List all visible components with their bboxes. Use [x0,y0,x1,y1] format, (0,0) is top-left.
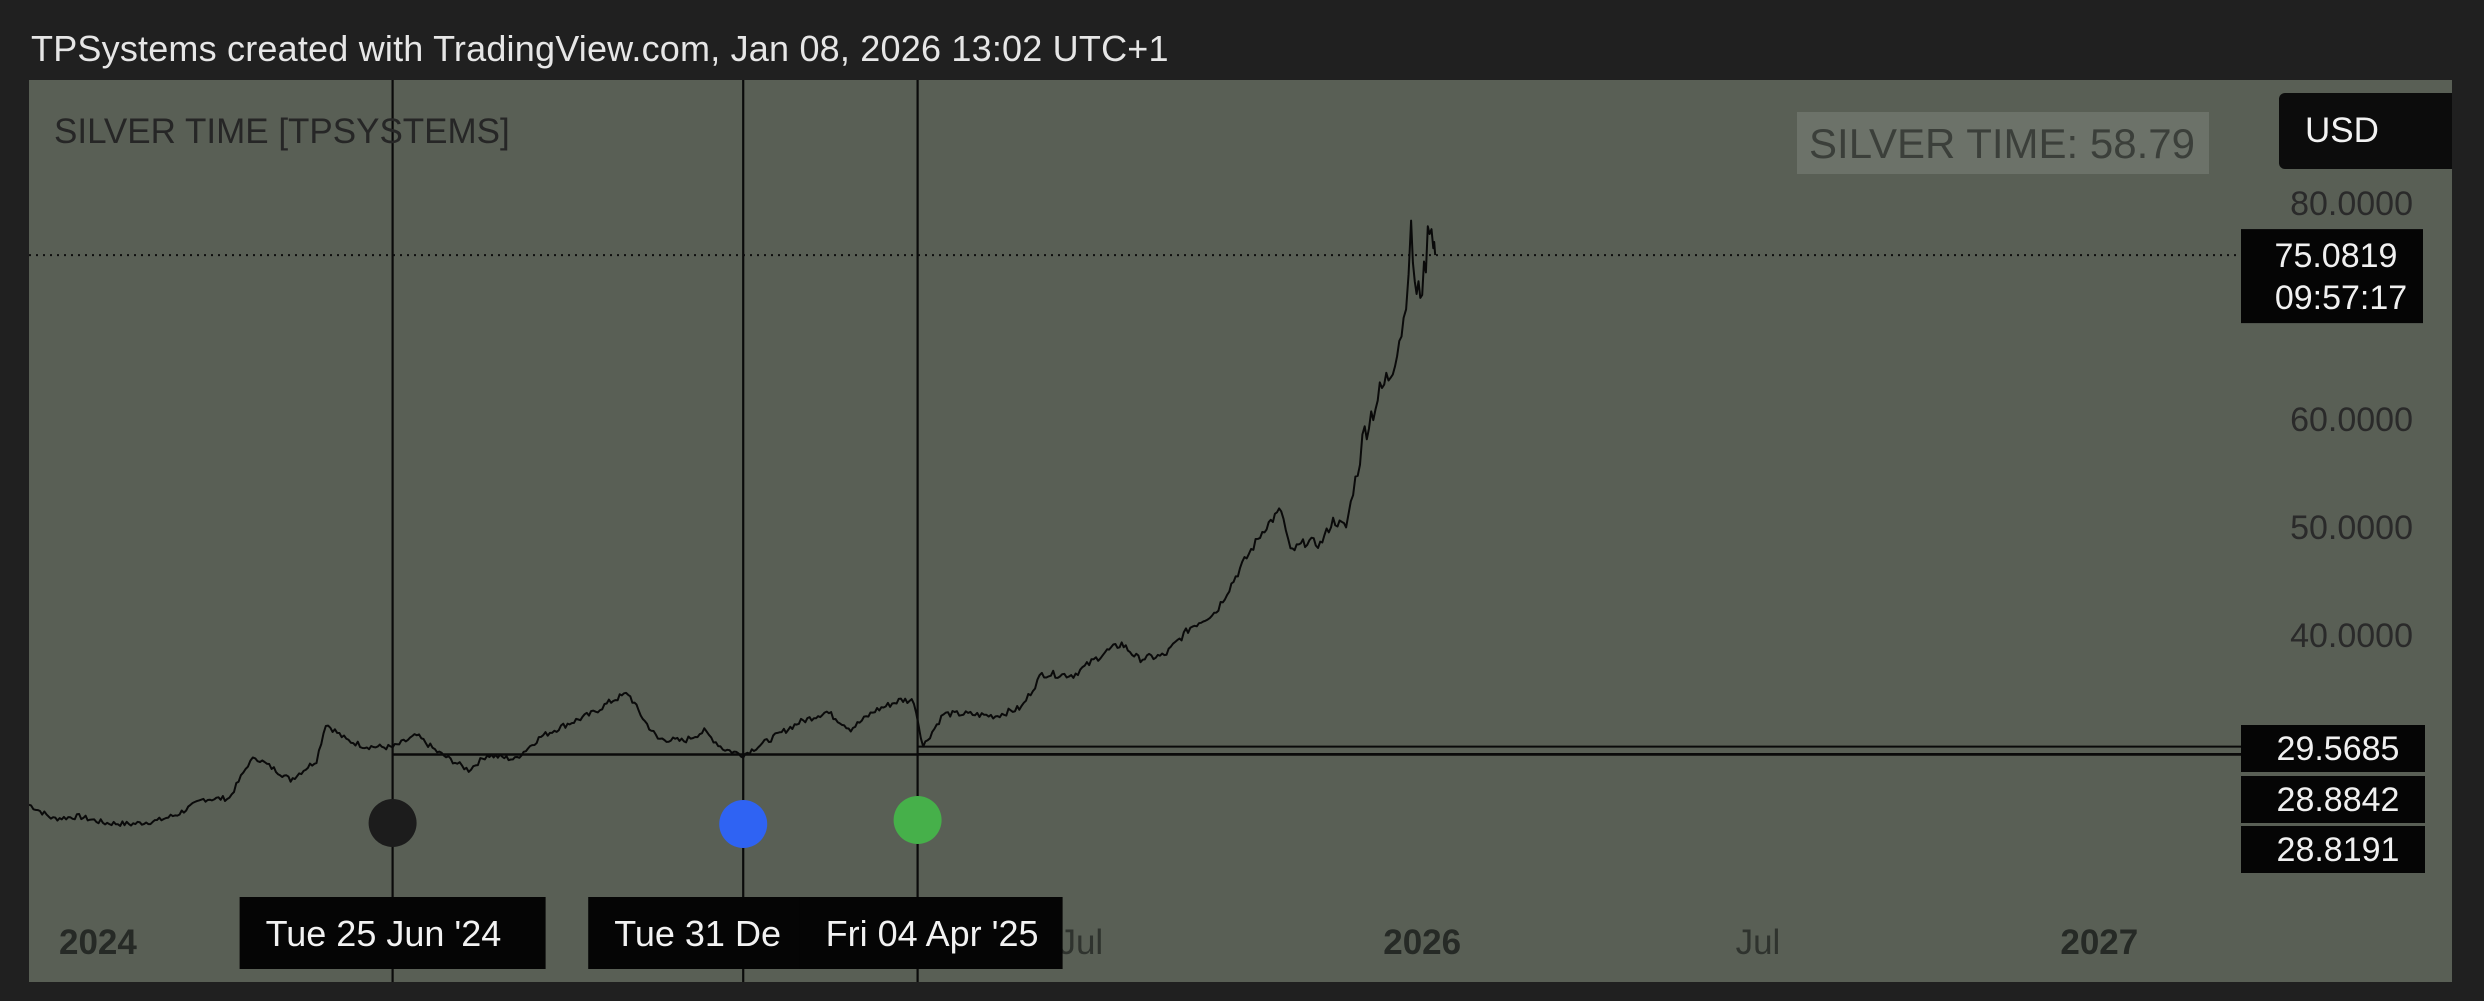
x-tick-label: 2027 [2060,923,2138,962]
y-tick-label: 60.0000 [2290,401,2413,439]
chart-pane[interactable]: 40.0000 50.0000 60.0000 80.0000 75.0819 09:57… [29,80,2452,982]
price-chart[interactable]: 40.0000 50.0000 60.0000 80.0000 75.0819 09:57… [29,80,2452,982]
event-date-label: Tue 31 De [614,913,781,954]
countdown-label: 09:57:17 [2275,279,2407,317]
x-tick-label: Jul [1736,923,1781,962]
event-date-tag [239,897,546,969]
y-axis: 40.0000 50.0000 60.0000 80.0000 75.0819 09:57… [2241,185,2425,873]
x-tick-label: Jul [1058,923,1103,962]
y-tick-label: 50.0000 [2290,509,2413,547]
event-marker [719,800,768,848]
level-label: 28.8842 [2277,781,2400,819]
indicator-value-label: SILVER TIME: 58.79 [1797,112,2209,174]
event-lines [391,80,919,982]
x-axis: 2024 Jul 2026 Jul 2027 Tue 25 Jun '24 Tue 31 D… [59,897,2138,969]
event-date-label: Fri 04 Apr '25 [826,913,1039,954]
x-tick-label: 2024 [59,923,137,962]
chart-caption: TPSystems created with TradingView.com, … [31,28,1169,69]
level-label-box [2241,725,2425,772]
y-tick-label: 40.0000 [2290,617,2413,655]
event-markers [368,796,942,848]
x-tick-label: 2026 [1383,923,1461,962]
horizontal-levels [29,254,2244,756]
level-label: 28.8191 [2277,831,2400,869]
event-date-label: Tue 25 Jun '24 [266,913,502,954]
current-price-box [2241,229,2423,324]
event-date-tag [588,897,829,969]
event-marker [368,799,417,847]
y-tick-label: 80.0000 [2290,185,2413,223]
indicator-title: SILVER TIME [TPSYSTEMS] [54,112,510,151]
level-label-box [2241,776,2425,823]
level-label-box [2241,826,2425,873]
price-series [29,219,1437,827]
current-price-label: 75.0819 [2275,237,2398,275]
event-date-tag [799,897,1063,969]
event-marker [893,796,942,844]
currency-button[interactable]: USD [2279,93,2452,169]
price-line [29,219,1437,827]
level-label: 29.5685 [2277,730,2400,768]
